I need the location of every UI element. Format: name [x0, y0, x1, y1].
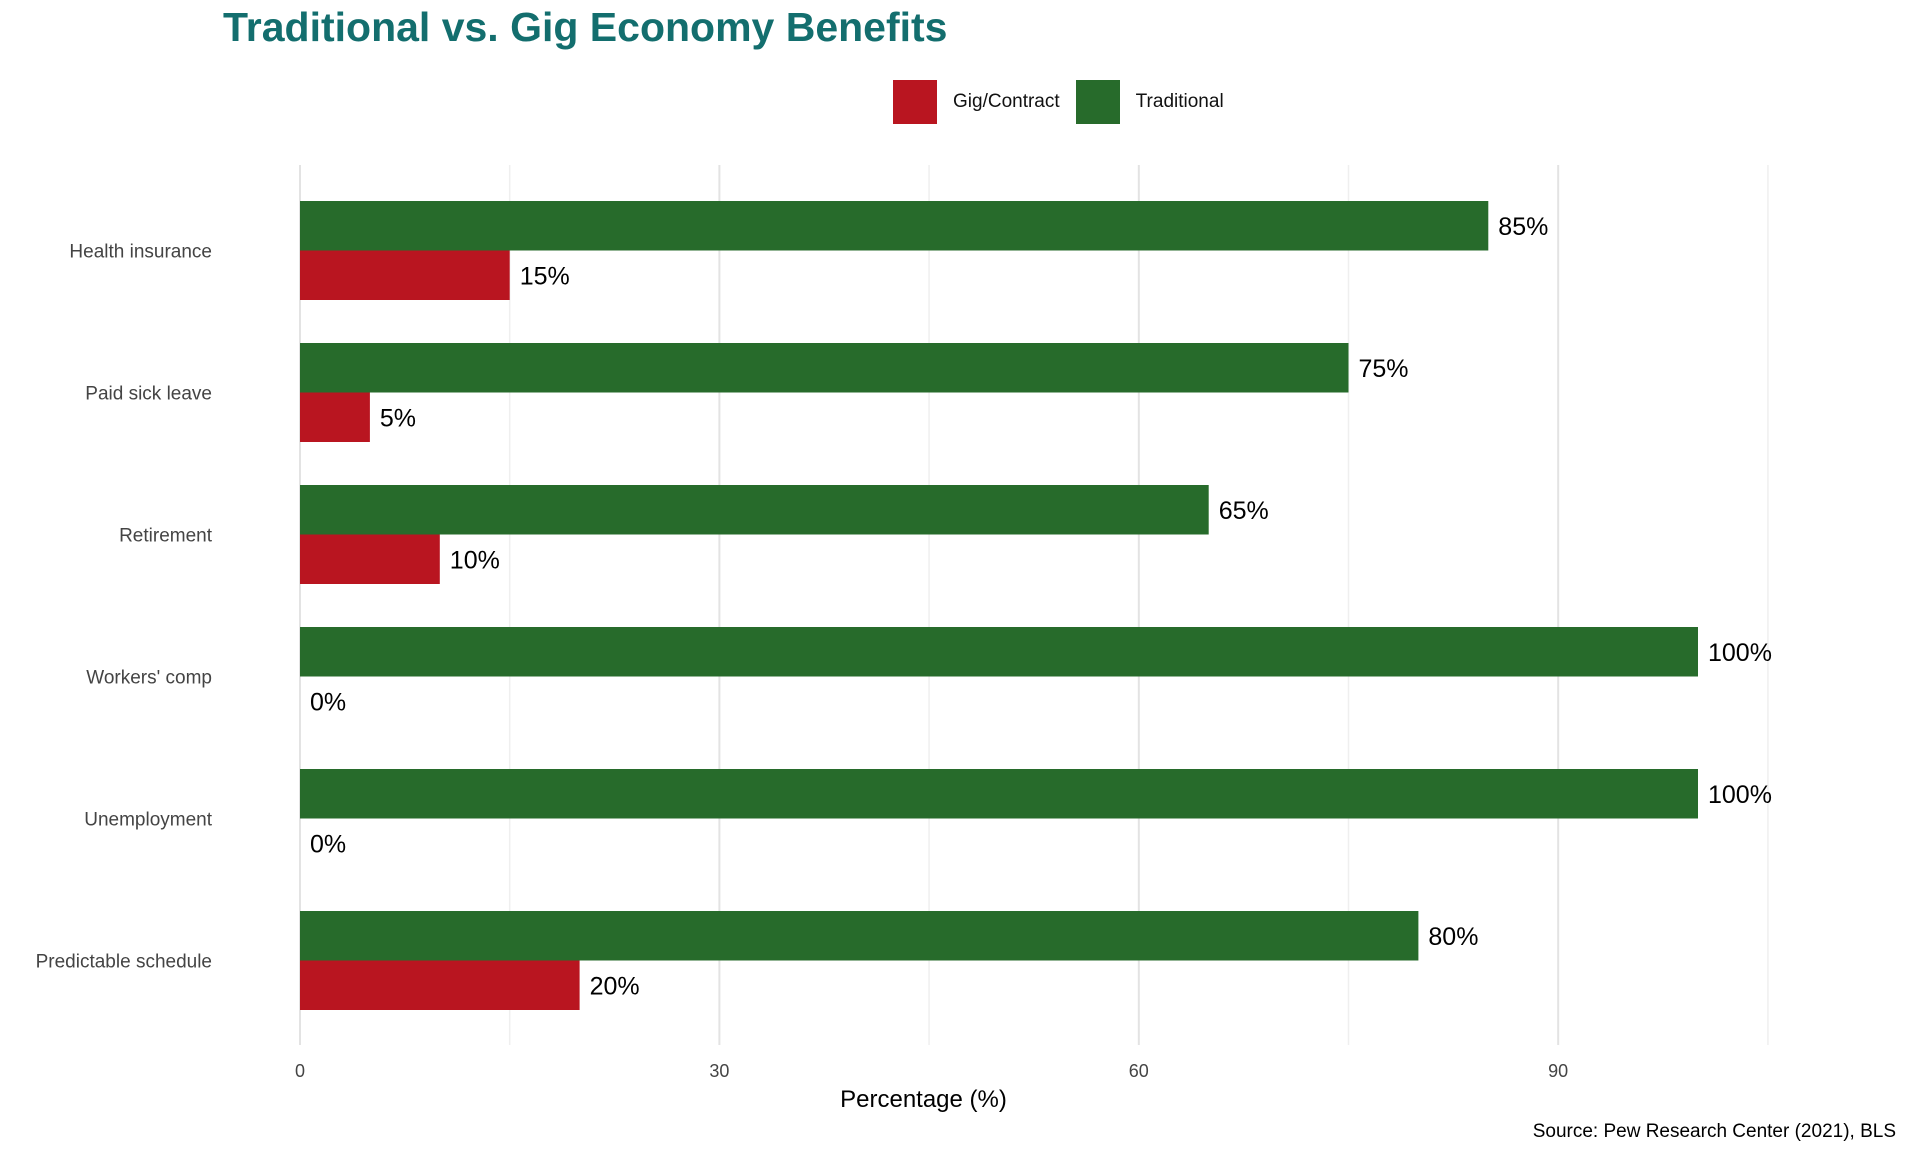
bar-traditional: [300, 911, 1419, 961]
data-label-traditional: 80%: [1428, 923, 1478, 951]
data-label-gig-contract: 20%: [590, 972, 640, 1000]
data-label-traditional: 85%: [1498, 213, 1548, 241]
x-tick-label: 90: [1548, 1061, 1568, 1081]
y-tick-label: Paid sick leave: [85, 384, 212, 405]
data-label-gig-contract: 5%: [380, 404, 416, 432]
data-label-traditional: 75%: [1359, 355, 1409, 383]
data-label-traditional: 100%: [1708, 639, 1772, 667]
legend: Gig/Contract Traditional: [893, 80, 1240, 124]
data-label-gig-contract: 0%: [310, 830, 346, 858]
bar-gig-contract: [300, 534, 440, 584]
legend-swatch-traditional: [1075, 80, 1120, 124]
data-label-traditional: 100%: [1708, 781, 1772, 809]
bar-traditional: [300, 201, 1489, 251]
x-axis-title: Percentage (%): [840, 1086, 1007, 1113]
legend-swatch-gig: [893, 80, 937, 124]
bar-gig-contract: [300, 250, 510, 300]
legend-label-gig: Gig/Contract: [953, 91, 1060, 112]
chart-title: Traditional vs. Gig Economy Benefits: [223, 4, 948, 50]
legend-item-gig: Gig/Contract: [893, 80, 1060, 124]
source-caption: Source: Pew Research Center (2021), BLS: [1532, 1121, 1896, 1142]
y-tick-label: Predictable schedule: [36, 952, 212, 973]
data-label-gig-contract: 15%: [520, 262, 570, 290]
legend-label-traditional: Traditional: [1135, 91, 1224, 112]
bar-gig-contract: [300, 392, 370, 442]
data-label-gig-contract: 10%: [450, 546, 500, 574]
x-tick-label: 0: [295, 1061, 305, 1081]
bar-traditional: [300, 769, 1698, 819]
x-tick-label: 60: [1129, 1061, 1149, 1081]
bar-gig-contract: [300, 960, 580, 1010]
y-tick-label: Workers' comp: [86, 668, 212, 689]
bar-traditional: [300, 485, 1209, 535]
data-label-traditional: 65%: [1219, 497, 1269, 525]
data-label-gig-contract: 0%: [310, 688, 346, 716]
bar-traditional: [300, 627, 1698, 677]
y-tick-label: Unemployment: [84, 810, 212, 831]
bar-traditional: [300, 343, 1349, 393]
x-tick-label: 30: [709, 1061, 729, 1081]
y-tick-label: Health insurance: [69, 242, 212, 263]
legend-item-traditional: Traditional: [1075, 80, 1224, 124]
y-tick-label: Retirement: [119, 526, 213, 547]
